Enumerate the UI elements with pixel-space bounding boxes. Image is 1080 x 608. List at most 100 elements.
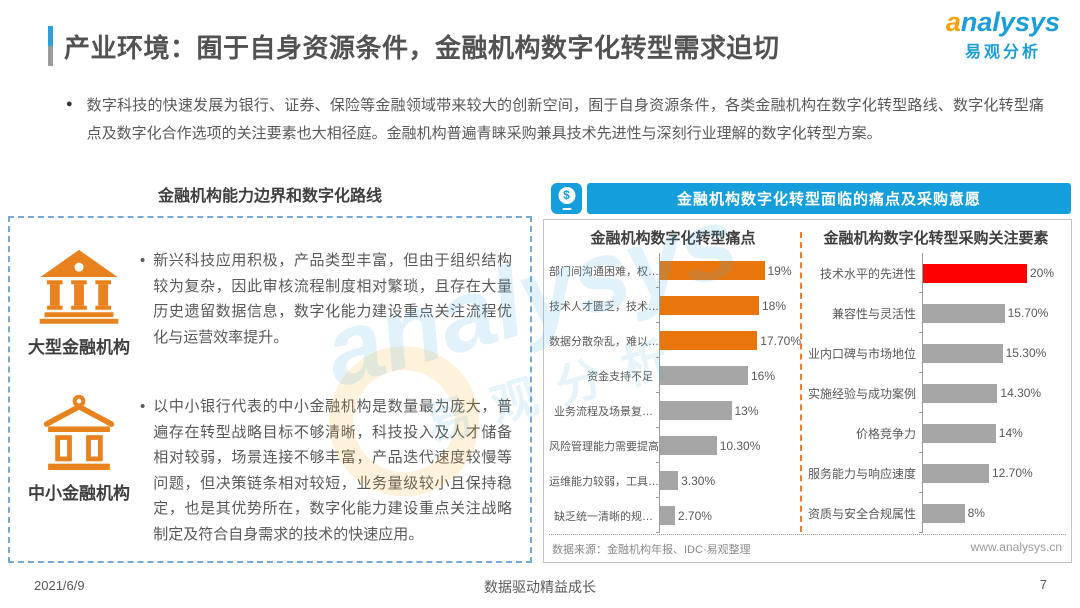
intro-paragraph: ● 数字科技的快速发展为银行、证券、保险等金融领域带来较大的创新空间，囿于自身资…: [66, 92, 1044, 148]
chart-row: 风险管理能力需要提高 10.30%: [549, 428, 797, 463]
chart-bar-zone: 12.70%: [919, 453, 1066, 493]
purchase-factors-chart: 金融机构数字化转型采购关注要素 技术水平的先进性 20% 兼容性与灵活性 15.70%…: [806, 227, 1066, 533]
chart-row: 资金支持不足 16%: [549, 358, 797, 393]
chart-bar-zone: 17.70%: [656, 323, 801, 358]
chart-category-label: 数据分散杂乱，难以…: [549, 335, 659, 348]
title-row: 产业环境：囿于自身资源条件，金融机构数字化转型需求迫切: [48, 26, 780, 66]
chart-bar-zone: 16%: [656, 358, 797, 393]
chart-divider-line: [800, 232, 802, 532]
chart-bar: [660, 471, 679, 490]
chart-bar-zone: 10.30%: [656, 428, 797, 463]
chart-bar: [660, 401, 732, 420]
bank-small-icon: [43, 394, 115, 470]
chart-bar-zone: 13%: [656, 393, 797, 428]
purchase-factors-chart-rows: 技术水平的先进性 20% 兼容性与灵活性 15.70% 业内口碑与市场地位 15.30% 实…: [806, 253, 1066, 533]
chart-bar-zone: 8%: [919, 493, 1066, 533]
chart-row: 价格竞争力 14%: [806, 413, 1066, 453]
chart-row: 业内口碑与市场地位 15.30%: [806, 333, 1066, 373]
chart-bar-zone: 14.30%: [919, 373, 1066, 413]
chart-row: 资质与安全合规属性 8%: [806, 493, 1066, 533]
small-institution-text-block: • 以中小银行代表的中小金融机构是数量最为庞大，普遍存在转型战略目标不够清晰，科…: [140, 394, 522, 547]
large-institution-icon-column: 大型金融机构: [18, 248, 140, 358]
chart-bar-zone: 3.30%: [656, 463, 797, 498]
bank-large-icon: [39, 249, 119, 324]
intro-text: 数字科技的快速发展为银行、证券、保险等金融领域带来较大的创新空间，囿于自身资源条…: [86, 97, 1044, 142]
chart-bar: [923, 263, 1027, 283]
chart-category-label: 技术人才匮乏，技术…: [549, 300, 659, 313]
left-panel-item-small-institutions: 中小金融机构 • 以中小银行代表的中小金融机构是数量最为庞大，普遍存在转型战略目…: [18, 394, 522, 547]
large-institution-label: 大型金融机构: [28, 338, 130, 357]
small-institution-icon-column: 中小金融机构: [18, 394, 140, 547]
chart-value-label: 18%: [762, 298, 787, 313]
chart-bar-zone: 14%: [919, 413, 1066, 453]
large-institution-description: 新兴科技应用积极，产品类型丰富，但由于组织结构较为复杂，因此审核流程制度相对繁琐…: [153, 252, 512, 346]
chart-category-label: 业务流程及场景复…: [554, 405, 653, 418]
mobile-payment-icon: $: [551, 183, 582, 214]
chart-value-label: 13%: [734, 403, 759, 418]
chart-category-label: 技术水平的先进性: [819, 266, 916, 281]
list-bullet-icon: •: [140, 398, 146, 415]
source-separator-line: [549, 534, 1066, 535]
chart-bar: [660, 506, 675, 525]
chart-row: 运维能力较弱，工具… 3.30%: [549, 463, 797, 498]
chart-bar-zone: 20%: [919, 253, 1066, 293]
logo-chinese-text: 易观分析: [964, 43, 1041, 61]
chart-bar: [923, 423, 996, 443]
dollar-coin-icon: $: [558, 187, 575, 204]
purchase-factors-chart-title: 金融机构数字化转型采购关注要素: [823, 230, 1049, 247]
bullet-icon: ●: [66, 98, 73, 110]
data-source-note: 数据来源：金融机构年报、IDC·易观整理: [552, 544, 751, 556]
chart-value-label: 14.30%: [1000, 386, 1042, 400]
chart-bar: [923, 383, 998, 403]
website-link[interactable]: www.analysys.cn: [970, 540, 1062, 554]
chart-value-label: 10.30%: [719, 438, 761, 453]
chart-bar-zone: 2.70%: [656, 498, 797, 533]
chart-bar: [923, 503, 965, 523]
chart-category-label: 资质与安全合规属性: [807, 506, 916, 521]
title-accent-bar: [48, 26, 53, 66]
icon-dash: [562, 207, 571, 210]
chart-row: 缺乏统一清晰的规… 2.70%: [549, 498, 797, 533]
chart-category-label: 兼容性与灵活性: [831, 306, 916, 321]
chart-value-label: 12.70%: [992, 466, 1033, 480]
chart-row: 服务能力与响应速度 12.70%: [806, 453, 1066, 493]
chart-row: 部门间沟通困难，权… 19%: [549, 253, 797, 288]
chart-value-label: 14%: [998, 426, 1023, 440]
chart-row: 技术人才匮乏，技术… 18%: [549, 288, 797, 323]
pain-points-chart-rows: 部门间沟通困难，权… 19% 技术人才匮乏，技术… 18% 数据分散杂乱，难以… 17.7…: [549, 253, 801, 533]
chart-value-label: 19%: [767, 263, 792, 278]
chart-value-label: 15.70%: [1007, 306, 1049, 320]
chart-bar: [660, 261, 765, 280]
footer-date: 2021/6/9: [34, 578, 85, 593]
chart-category-label: 运维能力较弱，工具…: [549, 475, 659, 488]
chart-row: 技术水平的先进性 20%: [806, 253, 1066, 293]
chart-value-label: 15.30%: [1005, 346, 1047, 360]
right-panel-header: $ 金融机构数字化转型面临的痛点及采购意愿: [551, 183, 1071, 214]
chart-value-label: 16%: [751, 368, 776, 383]
chart-value-label: 3.30%: [681, 473, 716, 488]
chart-bar-zone: 18%: [656, 288, 797, 323]
left-panel: 大型金融机构 • 新兴科技应用积极，产品类型丰富，但由于组织结构较为复杂，因此审…: [8, 216, 532, 563]
chart-category-label: 服务能力与响应速度: [807, 466, 916, 481]
right-panel: 金融机构数字化转型痛点 部门间沟通困难，权… 19% 技术人才匮乏，技术… 18% 数据…: [543, 219, 1072, 563]
footer-page-number: 7: [1039, 577, 1047, 592]
chart-row: 实施经验与成功案例 14.30%: [806, 373, 1066, 413]
pain-points-chart-title: 金融机构数字化转型痛点: [590, 230, 756, 247]
chart-value-label: 2.70%: [677, 508, 712, 523]
chart-bar: [923, 343, 1003, 363]
chart-bar: [660, 366, 748, 385]
chart-row: 兼容性与灵活性 15.70%: [806, 293, 1066, 333]
chart-bar: [660, 436, 717, 455]
chart-category-label: 价格竞争力: [855, 426, 916, 441]
chart-category-label: 资金支持不足: [587, 370, 653, 383]
chart-category-label: 业内口碑与市场地位: [807, 346, 916, 361]
page-title: 产业环境：囿于自身资源条件，金融机构数字化转型需求迫切: [64, 32, 780, 63]
chart-bar: [923, 463, 989, 483]
footer-slogan: 数据驱动精益成长: [484, 579, 596, 595]
chart-bar: [660, 331, 758, 350]
logo-brand-text: analysys: [945, 7, 1060, 37]
pain-points-chart: 金融机构数字化转型痛点 部门间沟通困难，权… 19% 技术人才匮乏，技术… 18% 数据…: [549, 227, 801, 533]
chart-category-label: 风险管理能力需要提高: [549, 440, 659, 453]
chart-value-label: 17.70%: [760, 333, 801, 348]
left-panel-item-large-institutions: 大型金融机构 • 新兴科技应用积极，产品类型丰富，但由于组织结构较为复杂，因此审…: [18, 248, 522, 358]
